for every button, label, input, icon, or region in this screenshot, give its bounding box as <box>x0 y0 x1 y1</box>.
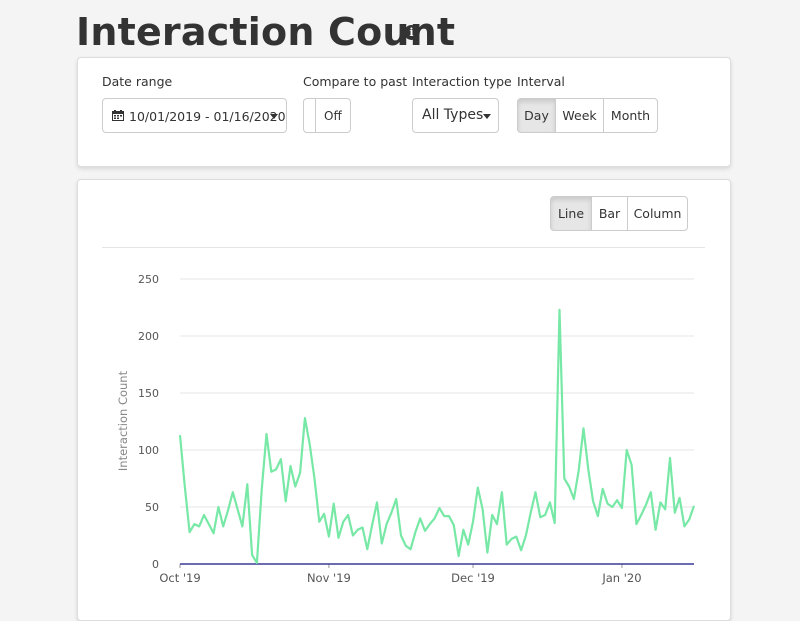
interaction-type-value: All Types <box>422 107 484 123</box>
y-tick-label: 50 <box>145 501 159 514</box>
y-tick-label: 150 <box>138 387 159 400</box>
page-title: Interaction Count <box>76 10 456 54</box>
interval-week-button[interactable]: Week <box>555 98 604 133</box>
chevron-down-icon <box>270 114 278 119</box>
interval-day-button[interactable]: Day <box>517 98 556 133</box>
y-tick-label: 200 <box>138 330 159 343</box>
interval-selector: Day Week Month <box>517 98 658 133</box>
toggle-knob <box>304 99 316 132</box>
x-tick-label: Oct '19 <box>159 571 200 585</box>
y-tick-label: 100 <box>138 444 159 457</box>
chart-type-selector: Line Bar Column <box>550 196 688 231</box>
chart-type-bar-button[interactable]: Bar <box>591 196 628 231</box>
interaction-type-dropdown[interactable]: All Types <box>412 98 499 133</box>
x-tick-label: Jan '20 <box>601 571 641 585</box>
interval-label: Interval <box>517 74 565 89</box>
x-tick-label: Nov '19 <box>307 571 351 585</box>
chart-panel: Line Bar Column <box>77 179 731 621</box>
date-range-label: Date range <box>102 74 173 89</box>
compare-toggle[interactable]: Off <box>303 98 351 133</box>
date-range-picker[interactable]: 10/01/2019 - 01/16/2020 <box>102 98 287 133</box>
compare-label: Compare to past <box>303 74 408 89</box>
compare-value: Off <box>324 109 342 123</box>
chart-divider <box>102 247 705 248</box>
date-range-value: 10/01/2019 - 01/16/2020 <box>129 109 286 124</box>
y-axis-label: Interaction Count <box>116 370 130 471</box>
interaction-count-chart: 0 50 100 150 200 250 Interaction Count Oct '19 N… <box>116 273 696 585</box>
interval-month-button[interactable]: Month <box>603 98 658 133</box>
y-tick-label: 0 <box>152 558 159 571</box>
x-tick-label: Dec '19 <box>451 571 495 585</box>
chart-type-column-button[interactable]: Column <box>627 196 688 231</box>
info-icon[interactable]: i <box>404 25 419 40</box>
series-line <box>178 308 696 565</box>
y-tick-label: 250 <box>138 273 159 286</box>
filters-panel: Date range Compare to past Interaction t… <box>77 57 731 167</box>
calendar-icon <box>112 110 124 121</box>
interaction-type-label: Interaction type <box>412 74 512 89</box>
chevron-down-icon <box>483 114 491 119</box>
